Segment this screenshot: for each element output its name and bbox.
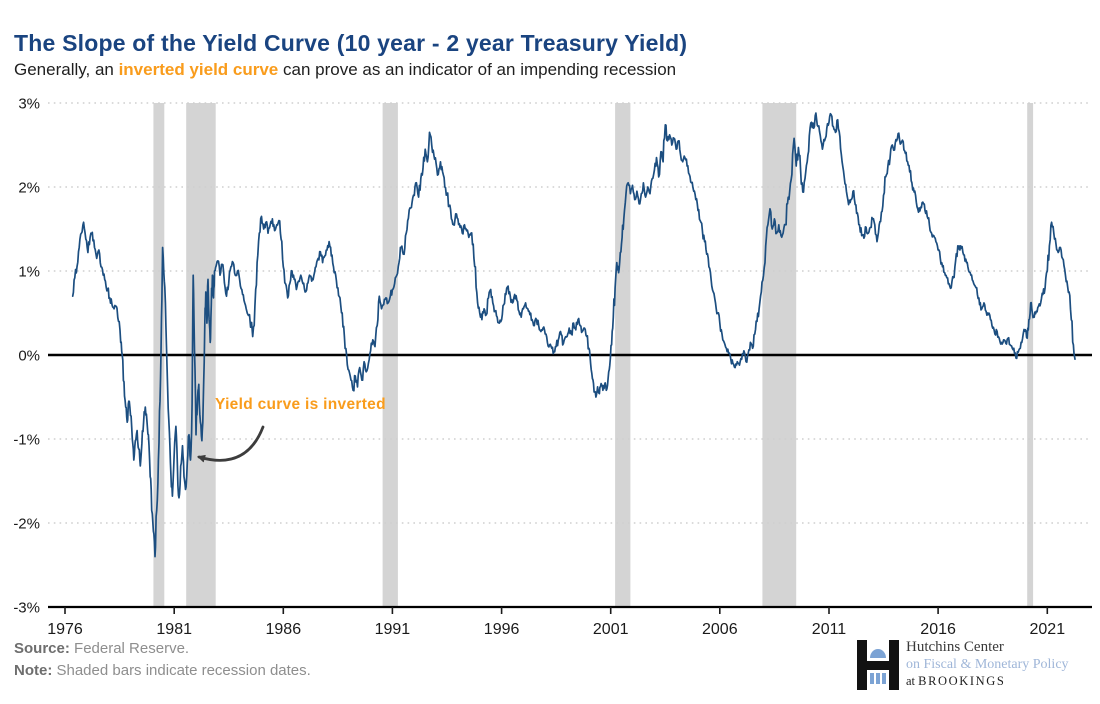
logo-pillar-icon	[876, 673, 880, 684]
y-tick-label: -2%	[13, 516, 40, 533]
x-tick-label: 2001	[593, 621, 629, 638]
page-title: The Slope of the Yield Curve (10 year - …	[14, 30, 688, 56]
logo-h-right-bar	[889, 640, 899, 690]
x-tick-label: 2006	[702, 621, 738, 638]
logo-pillar-icon	[882, 673, 886, 684]
hutchins-h-logo-icon	[857, 640, 899, 690]
y-tick-label: 3%	[18, 96, 40, 113]
x-tick-label: 2021	[1030, 621, 1066, 638]
note-label: Note:	[14, 662, 53, 679]
logo-text-block: Hutchins Center on Fiscal & Monetary Pol…	[906, 639, 1069, 690]
source-label: Source:	[14, 640, 70, 657]
logo-h-left-bar	[857, 640, 867, 690]
logo-dome-icon	[870, 649, 886, 658]
yield-curve-chart: 1976 1981 1986 1991 1996 2001 2006 2011 2016 2021…	[13, 96, 1092, 638]
logo-line-hutchins-center: Hutchins Center	[906, 639, 1004, 655]
y-tick-label: -3%	[13, 600, 40, 617]
x-tick-label: 2016	[920, 621, 956, 638]
source-line: Source: Federal Reserve.	[14, 640, 189, 657]
note-line: Note: Shaded bars indicate recession dat…	[14, 662, 311, 679]
x-tick-label: 1986	[266, 621, 302, 638]
hutchins-brookings-logo: Hutchins Center on Fiscal & Monetary Pol…	[857, 639, 1087, 694]
spread-line	[71, 112, 1076, 558]
source-text: Federal Reserve.	[69, 640, 190, 657]
logo-at-prefix: at	[906, 674, 919, 688]
x-tick-label: 1981	[156, 621, 192, 638]
y-tick-label: -1%	[13, 432, 40, 449]
y-tick-label: 0%	[18, 348, 40, 365]
annotation-arrow	[197, 425, 265, 463]
page-subtitle: Generally, an inverted yield curve can p…	[14, 60, 676, 80]
annotation-label: Yield curve is inverted	[215, 396, 386, 413]
logo-h-crossbar	[867, 661, 889, 670]
note-text: Shaded bars indicate recession dates.	[52, 662, 311, 679]
logo-line-brookings: at BROOKINGS	[906, 673, 1069, 690]
x-tick-label: 2011	[812, 621, 847, 638]
subtitle-highlight: inverted yield curve	[118, 60, 279, 79]
logo-brookings-name: BROOKINGS	[918, 674, 1006, 688]
x-tick-label: 1991	[375, 621, 411, 638]
x-tick-label: 1976	[47, 621, 83, 638]
y-tick-label: 1%	[18, 264, 40, 281]
subtitle-pre: Generally, an	[14, 60, 119, 79]
logo-line-fiscal-monetary: on Fiscal & Monetary Policy	[906, 657, 1069, 672]
logo-pillar-icon	[870, 673, 874, 684]
x-tick-label: 1996	[484, 621, 520, 638]
y-tick-label: 2%	[18, 180, 40, 197]
subtitle-post: can prove as an indicator of an impendin…	[278, 60, 677, 79]
